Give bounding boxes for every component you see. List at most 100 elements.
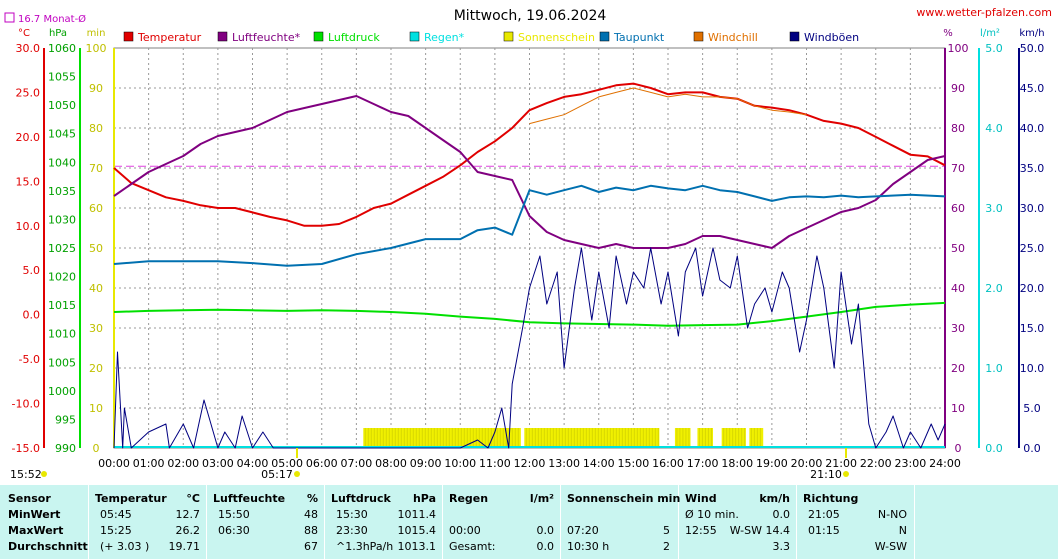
tick-x: 17:00 xyxy=(687,457,719,470)
tick-lm2: 3.0 xyxy=(985,202,1003,215)
sunshine-block xyxy=(749,428,764,448)
sunrise-icon xyxy=(294,471,300,477)
tick-x: 14:00 xyxy=(583,457,615,470)
tick-x: 06:00 xyxy=(306,457,338,470)
stats-humidity-value: 48 xyxy=(304,508,318,521)
tick-x: 18:00 xyxy=(721,457,753,470)
stats-header-direction: Richtung xyxy=(803,492,859,505)
tick-hpa: 1025 xyxy=(48,242,76,255)
tick-x: 20:00 xyxy=(791,457,823,470)
tick-x: 00:00 xyxy=(98,457,130,470)
tick-temp: -15.0 xyxy=(12,442,40,455)
tick-temp: 25.0 xyxy=(16,86,41,99)
tick-hpa: 1005 xyxy=(48,356,76,369)
stats-column-divider xyxy=(914,485,915,559)
tick-x: 21:00 xyxy=(825,457,857,470)
series-line-5 xyxy=(113,247,946,449)
tick-min: 100 xyxy=(86,42,107,55)
stats-sunshine-time: 07:20 xyxy=(567,524,599,537)
chart-legend: Temperatur Luftfeuchte* Luftdruck Regen* Son… xyxy=(123,31,859,44)
tick-hpa: 1040 xyxy=(48,156,76,169)
tick-hpa: 1035 xyxy=(48,185,76,198)
tick-min: 30 xyxy=(89,322,103,335)
tick-hpa: 1030 xyxy=(48,213,76,226)
svg-text:15:52: 15:52 xyxy=(10,468,42,481)
stats-header-rain: Regen xyxy=(449,492,489,505)
tick-x: 10:00 xyxy=(444,457,476,470)
tick-x: 07:00 xyxy=(341,457,373,470)
unit-hpa: hPa xyxy=(49,28,67,39)
tick-lm2: 4.0 xyxy=(985,122,1003,135)
sunset-label: 21:10 xyxy=(810,468,842,481)
tick-min: 50 xyxy=(89,242,103,255)
stats-wind-value: 14.4 xyxy=(765,524,791,537)
stats-wind-time: Ø 10 min. xyxy=(685,508,739,521)
stats-header-wind: Wind xyxy=(685,492,717,505)
tick-hpa: 1050 xyxy=(48,99,76,112)
tick-x: 01:00 xyxy=(133,457,165,470)
stats-column-divider xyxy=(560,485,561,559)
stats-pressure-value: 1013.1 xyxy=(397,540,437,553)
legend-swatch-6 xyxy=(693,31,704,42)
stats-header-wind-unit: km/h xyxy=(759,492,790,505)
stats-wind-value: 3.3 xyxy=(772,540,791,553)
stats-direction-time: 21:05 xyxy=(808,508,840,521)
tick-hpa: 995 xyxy=(55,413,76,426)
stats-pressure-time: ^1.3hPa/h xyxy=(336,540,394,553)
stats-row-label: Durchschnitt xyxy=(8,540,88,553)
stats-temp-time: 15:25 xyxy=(100,524,132,537)
tick-pct: 30 xyxy=(951,322,965,335)
tick-pct: 90 xyxy=(951,82,965,95)
tick-kmh: 5.0 xyxy=(1023,402,1041,415)
tick-x: 08:00 xyxy=(375,457,407,470)
stats-direction-time: 01:15 xyxy=(808,524,840,537)
stats-background xyxy=(0,485,1058,559)
tick-x: 11:00 xyxy=(479,457,511,470)
data-series xyxy=(113,82,946,449)
stats-temp-time: (+ 3.03 ) xyxy=(100,540,150,553)
stats-column-divider xyxy=(442,485,443,559)
tick-kmh: 25.0 xyxy=(1020,242,1045,255)
tick-kmh: 15.0 xyxy=(1020,322,1045,335)
stats-column-divider xyxy=(206,485,207,559)
sunrise-label: 05:17 xyxy=(261,468,293,481)
tick-x: 09:00 xyxy=(410,457,442,470)
legend-label-6: Windchill xyxy=(708,31,758,44)
tick-kmh: 30.0 xyxy=(1020,202,1045,215)
tick-x: 15:00 xyxy=(618,457,650,470)
stats-rain-time: 00:00 xyxy=(449,524,481,537)
tick-min: 0 xyxy=(93,442,100,455)
stats-humidity-value: 67 xyxy=(304,540,318,553)
stats-temp-value: 26.2 xyxy=(175,524,201,537)
stats-header-humidity: Luftfeuchte xyxy=(213,492,286,505)
tick-min: 40 xyxy=(89,282,103,295)
series-line-2 xyxy=(113,301,946,327)
tick-kmh: 45.0 xyxy=(1020,82,1045,95)
legend-label-4: Sonnenschein xyxy=(518,31,595,44)
stats-header-temp: Temperatur xyxy=(95,492,167,505)
tick-lm2: 5.0 xyxy=(985,42,1003,55)
tick-kmh: 50.0 xyxy=(1020,42,1045,55)
tick-x: 24:00 xyxy=(929,457,961,470)
tick-pct: 0 xyxy=(955,442,962,455)
tick-kmh: 35.0 xyxy=(1020,162,1045,175)
tick-hpa: 1060 xyxy=(48,42,76,55)
tick-x: 22:00 xyxy=(860,457,892,470)
tick-x: 19:00 xyxy=(756,457,788,470)
stats-column-divider xyxy=(324,485,325,559)
tick-x: 12:00 xyxy=(514,457,546,470)
stats-direction-value: N-NO xyxy=(877,508,907,521)
unit-temp: °C xyxy=(18,28,30,39)
tick-hpa: 1000 xyxy=(48,385,76,398)
legend-swatch-2 xyxy=(313,31,324,42)
tick-temp: 0.0 xyxy=(23,309,41,322)
legend-label-0: Temperatur xyxy=(137,31,202,44)
series-line-4 xyxy=(529,87,807,125)
stats-column-divider xyxy=(88,485,89,559)
stats-pressure-time: 23:30 xyxy=(336,524,368,537)
legend-swatch-1 xyxy=(217,31,228,42)
tick-temp: 5.0 xyxy=(23,264,41,277)
stats-humidity-time: 06:30 xyxy=(218,524,250,537)
tick-kmh: 0.0 xyxy=(1023,442,1041,455)
stats-humidity-value: 88 xyxy=(304,524,318,537)
